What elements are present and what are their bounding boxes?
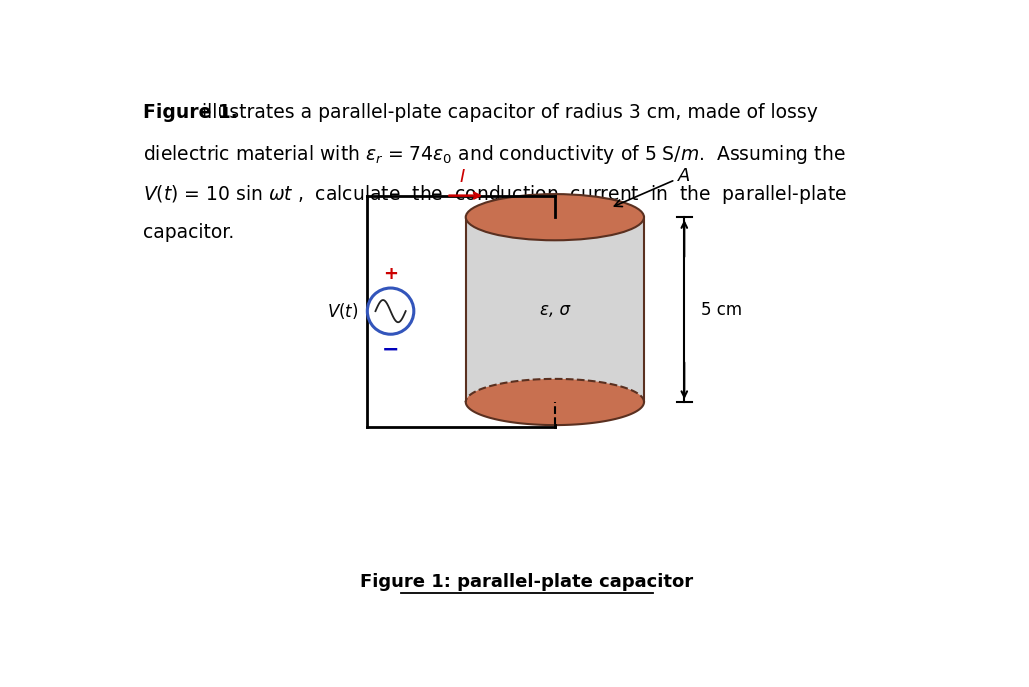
Text: +: + <box>383 264 398 282</box>
Text: 5 cm: 5 cm <box>702 301 743 319</box>
Text: A: A <box>614 167 690 207</box>
Text: Figure 1: parallel-plate capacitor: Figure 1: parallel-plate capacitor <box>360 573 694 592</box>
Text: Figure 1.: Figure 1. <box>143 103 238 122</box>
Text: I: I <box>459 168 464 185</box>
Text: $V(t)$ = 10 sin $\omega t$ ,  calculate  the  conduction  current  in  the  para: $V(t)$ = 10 sin $\omega t$ , calculate t… <box>143 183 847 206</box>
Text: capacitor.: capacitor. <box>143 223 234 243</box>
Text: $V(t)$: $V(t)$ <box>326 301 358 321</box>
Polygon shape <box>466 217 644 402</box>
Ellipse shape <box>466 194 644 240</box>
Ellipse shape <box>466 379 644 425</box>
Text: −: − <box>382 339 399 359</box>
Text: ε, σ: ε, σ <box>540 301 570 319</box>
Text: illustrates a parallel-plate capacitor of radius 3 cm, made of lossy: illustrates a parallel-plate capacitor o… <box>197 103 818 122</box>
Text: dielectric material with $\varepsilon_r$ = 74$\varepsilon_0$ and conductivity of: dielectric material with $\varepsilon_r$… <box>143 144 845 166</box>
Circle shape <box>367 288 414 335</box>
